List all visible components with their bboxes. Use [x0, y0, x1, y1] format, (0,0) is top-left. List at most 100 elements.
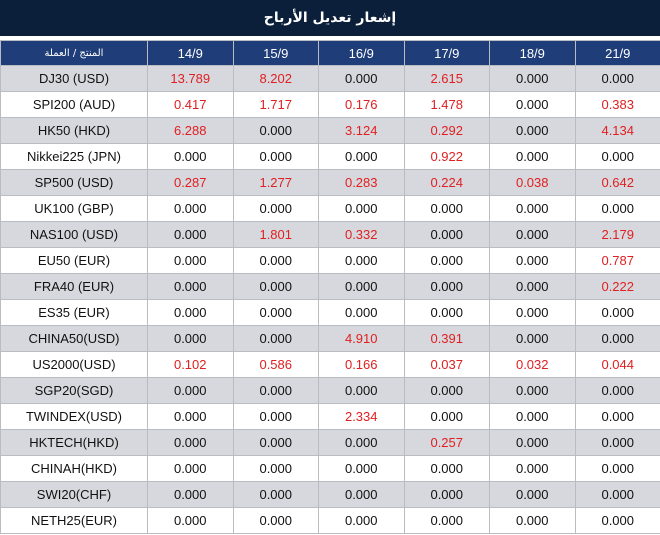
value-cell: 0.000 — [318, 377, 405, 404]
table-row: SGP20(SGD) 0.000 0.000 0.000 0.000 0.000 0.000 — [0, 377, 660, 404]
value-cell: 0.000 — [489, 247, 576, 274]
value-cell: 8.202 — [232, 65, 319, 92]
value-cell: 13.789 — [147, 65, 234, 92]
value-cell: 3.124 — [318, 117, 405, 144]
value-cell: 0.000 — [318, 247, 405, 274]
table-row: Nikkei225 (JPN) 0.000 0.000 0.000 0.922 0.000… — [0, 143, 660, 170]
value-cell: 0.000 — [574, 429, 660, 456]
value-cell: 0.000 — [232, 403, 319, 430]
value-cell: 0.000 — [489, 429, 576, 456]
table-row: NAS100 (USD) 0.000 1.801 0.332 0.000 0.000 2.1… — [0, 221, 660, 248]
value-cell: 0.000 — [232, 377, 319, 404]
value-cell: 0.787 — [574, 247, 660, 274]
product-cell: Nikkei225 (JPN) — [0, 143, 148, 170]
table-row: CHINA50(USD) 0.000 0.000 4.910 0.391 0.000 0.0… — [0, 325, 660, 352]
value-cell: 0.000 — [147, 507, 234, 534]
value-cell: 0.642 — [574, 169, 660, 196]
header-date: 18/9 — [489, 40, 576, 66]
value-cell: 0.586 — [232, 351, 319, 378]
product-cell: CHINA50(USD) — [0, 325, 148, 352]
value-cell: 0.292 — [403, 117, 490, 144]
value-cell: 0.000 — [232, 481, 319, 508]
value-cell: 0.000 — [232, 299, 319, 326]
table-row: NETH25(EUR) 0.000 0.000 0.000 0.000 0.000 0.00… — [0, 507, 660, 534]
value-cell: 0.287 — [147, 169, 234, 196]
value-cell: 0.000 — [574, 403, 660, 430]
value-cell: 0.000 — [232, 455, 319, 482]
product-cell: SGP20(SGD) — [0, 377, 148, 404]
page-title: إشعار تعديل الأرباح — [0, 0, 660, 38]
value-cell: 0.000 — [574, 65, 660, 92]
value-cell: 0.000 — [147, 325, 234, 352]
value-cell: 0.032 — [489, 351, 576, 378]
product-cell: HK50 (HKD) — [0, 117, 148, 144]
value-cell: 0.000 — [403, 507, 490, 534]
value-cell: 0.000 — [403, 221, 490, 248]
product-cell: CHINAH(HKD) — [0, 455, 148, 482]
value-cell: 0.044 — [574, 351, 660, 378]
value-cell: 0.000 — [232, 429, 319, 456]
header-date: 21/9 — [574, 40, 660, 66]
value-cell: 0.000 — [403, 481, 490, 508]
value-cell: 0.000 — [232, 325, 319, 352]
value-cell: 0.000 — [403, 377, 490, 404]
table-row: EU50 (EUR) 0.000 0.000 0.000 0.000 0.000 0.787 — [0, 247, 660, 274]
value-cell: 0.000 — [147, 481, 234, 508]
value-cell: 0.000 — [147, 273, 234, 300]
header-date: 17/9 — [403, 40, 490, 66]
value-cell: 0.000 — [318, 299, 405, 326]
value-cell: 0.000 — [318, 455, 405, 482]
table-row: HK50 (HKD) 6.288 0.000 3.124 0.292 0.000 4.134 — [0, 117, 660, 144]
value-cell: 0.000 — [147, 247, 234, 274]
value-cell: 0.000 — [403, 247, 490, 274]
product-cell: SP500 (USD) — [0, 169, 148, 196]
value-cell: 0.000 — [147, 195, 234, 222]
product-cell: EU50 (EUR) — [0, 247, 148, 274]
header-date: 15/9 — [232, 40, 319, 66]
value-cell: 0.000 — [147, 221, 234, 248]
value-cell: 0.000 — [489, 273, 576, 300]
table-row: SP500 (USD) 0.287 1.277 0.283 0.224 0.038 0.64… — [0, 169, 660, 196]
value-cell: 0.000 — [489, 455, 576, 482]
value-cell: 0.000 — [574, 507, 660, 534]
value-cell: 0.000 — [147, 403, 234, 430]
value-cell: 0.922 — [403, 143, 490, 170]
value-cell: 0.000 — [574, 325, 660, 352]
value-cell: 0.000 — [147, 429, 234, 456]
value-cell: 6.288 — [147, 117, 234, 144]
value-cell: 2.179 — [574, 221, 660, 248]
value-cell: 0.038 — [489, 169, 576, 196]
value-cell: 0.000 — [489, 143, 576, 170]
value-cell: 0.000 — [318, 429, 405, 456]
value-cell: 0.000 — [489, 377, 576, 404]
product-cell: FRA40 (EUR) — [0, 273, 148, 300]
value-cell: 0.000 — [574, 299, 660, 326]
table-row: SPI200 (AUD) 0.417 1.717 0.176 1.478 0.000 0.3… — [0, 91, 660, 118]
value-cell: 0.222 — [574, 273, 660, 300]
value-cell: 0.000 — [147, 455, 234, 482]
product-cell: SPI200 (AUD) — [0, 91, 148, 118]
product-cell: US2000(USD) — [0, 351, 148, 378]
value-cell: 0.000 — [318, 481, 405, 508]
value-cell: 4.134 — [574, 117, 660, 144]
value-cell: 0.102 — [147, 351, 234, 378]
value-cell: 4.910 — [318, 325, 405, 352]
header-date: 14/9 — [147, 40, 234, 66]
value-cell: 0.000 — [318, 273, 405, 300]
header-product-currency: المنتج / العملة — [0, 40, 148, 66]
product-cell: ES35 (EUR) — [0, 299, 148, 326]
product-cell: DJ30 (USD) — [0, 65, 148, 92]
value-cell: 0.000 — [574, 143, 660, 170]
header-row: المنتج / العملة 14/9 15/9 16/9 17/9 18/9… — [0, 40, 660, 66]
value-cell: 0.000 — [574, 455, 660, 482]
product-cell: SWI20(CHF) — [0, 481, 148, 508]
value-cell: 1.277 — [232, 169, 319, 196]
product-cell: HKTECH(HKD) — [0, 429, 148, 456]
value-cell: 0.000 — [489, 299, 576, 326]
table-row: UK100 (GBP) 0.000 0.000 0.000 0.000 0.000 0.00… — [0, 195, 660, 222]
value-cell: 0.000 — [147, 299, 234, 326]
value-cell: 0.000 — [489, 507, 576, 534]
value-cell: 0.000 — [403, 455, 490, 482]
value-cell: 1.478 — [403, 91, 490, 118]
